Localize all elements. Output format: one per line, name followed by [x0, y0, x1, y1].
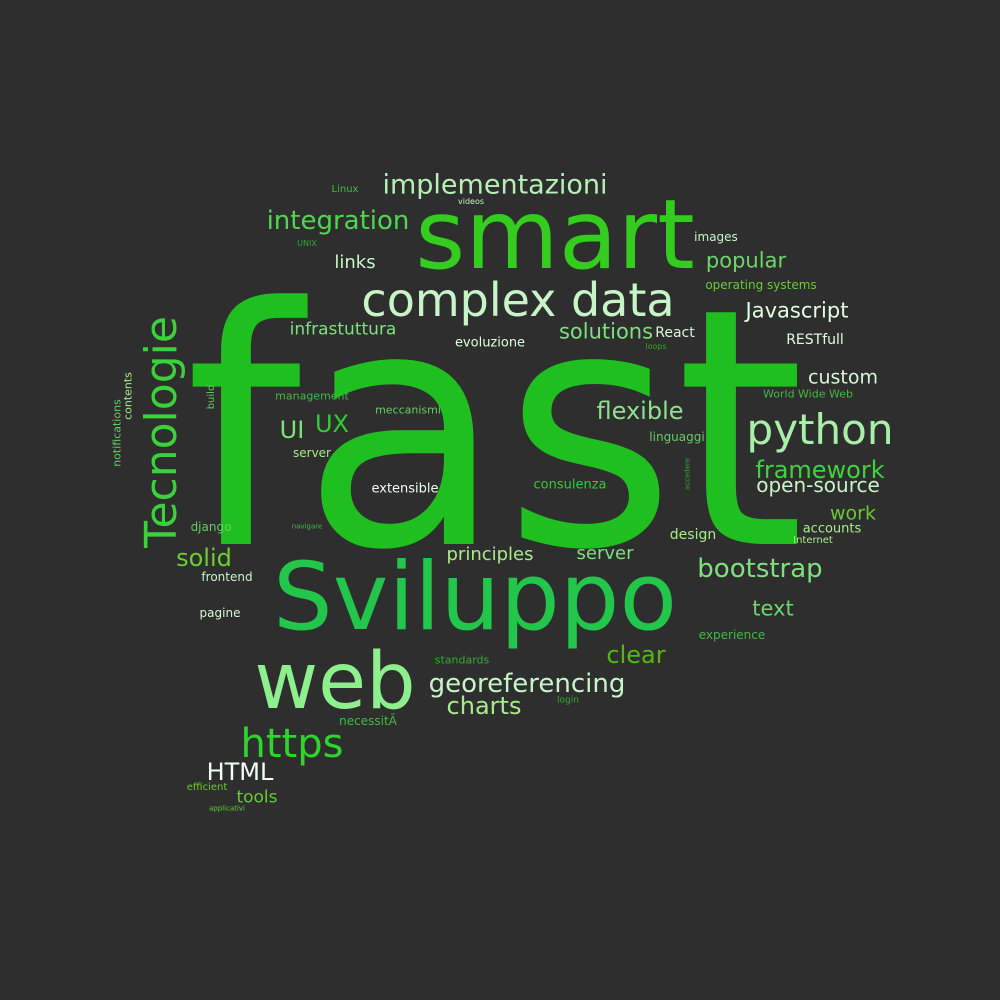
word-internet: Internet: [793, 535, 833, 546]
word-tools: tools: [236, 787, 278, 808]
word-georeferencing: georeferencing: [428, 669, 626, 699]
word-server-2: server: [293, 446, 331, 460]
word-efficient: efficient: [186, 782, 228, 793]
word-bootstrap: bootstrap: [697, 554, 823, 584]
word-integration: integration: [266, 206, 410, 236]
word-solutions: solutions: [558, 319, 654, 344]
word-notifications: notifications: [110, 399, 124, 467]
word-consulenza: consulenza: [533, 477, 607, 493]
word-restfull: RESTfull: [786, 332, 844, 348]
word-links: links: [334, 252, 376, 273]
word-design: design: [669, 527, 717, 543]
word-html: HTML: [206, 758, 274, 786]
word-sviluppo: Sviluppo: [273, 543, 677, 652]
word-clear: clear: [606, 641, 666, 669]
word-react: React: [655, 325, 695, 341]
word-linux: Linux: [331, 184, 359, 195]
word-extensible: extensible: [371, 481, 439, 497]
word-login: login: [557, 695, 579, 706]
word-loops: loops: [645, 342, 667, 351]
word-django: django: [190, 520, 232, 534]
word-accounts: accounts: [802, 521, 862, 537]
word-implementazioni: implementazioni: [382, 169, 608, 201]
word-complex-data: complex data: [361, 273, 675, 327]
word-ui: UI: [279, 416, 305, 444]
word-framework: framework: [755, 456, 885, 484]
word-frontend: frontend: [201, 570, 253, 584]
word-applicativi: applicativi: [209, 804, 245, 813]
word-images: images: [694, 230, 738, 244]
word-custom: custom: [808, 366, 878, 389]
word-work: work: [830, 502, 876, 525]
word-popular: popular: [705, 248, 787, 273]
word-javascript: Javascript: [745, 298, 849, 323]
word-standards: standards: [434, 653, 490, 667]
word-accedere: accedere: [683, 457, 692, 491]
word-contents: contents: [121, 372, 135, 420]
word-linguaggi: linguaggi: [649, 430, 705, 444]
word-python: python: [746, 405, 894, 454]
word-ux: UX: [314, 410, 350, 438]
word-pagine: pagine: [199, 606, 241, 620]
word-experience: experience: [698, 628, 766, 642]
word-fast: fast: [185, 238, 805, 622]
word-principles: principles: [446, 544, 534, 565]
word-web: web: [254, 637, 416, 727]
word-necessita: necessitÃ: [339, 714, 397, 728]
word-open-source: open-source: [756, 473, 880, 497]
word-solid: solid: [176, 544, 232, 572]
word-meccanismi: meccanismi: [375, 403, 441, 417]
word-smart: smart: [415, 179, 695, 291]
word-management: management: [275, 389, 349, 403]
word-text: text: [752, 596, 794, 621]
word-https: https: [240, 721, 344, 767]
word-evoluzione: evoluzione: [454, 335, 526, 351]
word-unix: UNIX: [297, 239, 317, 248]
word-infrastuttura: infrastuttura: [289, 319, 397, 340]
word-tecnologie: Tecnologie: [136, 316, 187, 548]
word-build: build: [206, 384, 217, 410]
word-charts: charts: [446, 692, 522, 720]
word-operating-systems: operating systems: [705, 278, 817, 292]
word-world-wide-web: World Wide Web: [763, 387, 853, 401]
word-navigare: navigare: [291, 522, 323, 531]
word-flexible: flexible: [596, 397, 684, 425]
word-videos: videos: [457, 197, 485, 206]
word-server-1: server: [576, 543, 634, 564]
